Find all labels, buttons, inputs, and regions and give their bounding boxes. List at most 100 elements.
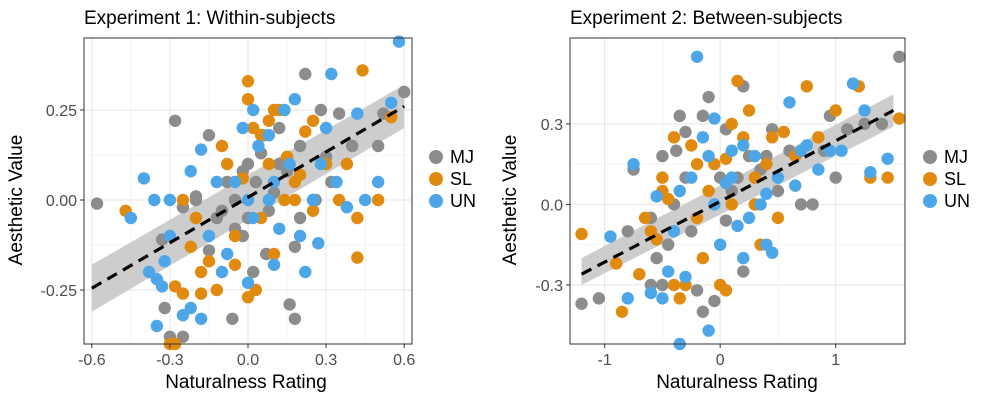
point-un <box>702 324 715 337</box>
point-mj <box>288 240 302 253</box>
point-mj <box>806 198 819 211</box>
point-mj <box>575 297 588 310</box>
point-mj <box>241 157 255 171</box>
point-un <box>241 276 255 289</box>
point-sl <box>202 255 216 268</box>
point-un <box>137 172 151 185</box>
point-un <box>371 175 385 189</box>
point-sl <box>673 292 686 305</box>
y-tick-label: 0.25 <box>46 103 77 120</box>
point-sl <box>228 229 242 243</box>
point-un <box>314 157 328 171</box>
point-un <box>124 211 138 225</box>
point-un <box>685 171 698 184</box>
point-mj <box>737 265 750 278</box>
point-un <box>236 121 249 135</box>
point-sl <box>777 125 790 139</box>
point-un <box>340 201 354 214</box>
legend-key-un <box>923 194 937 208</box>
x-tick-label: 0.6 <box>393 352 415 369</box>
point-mj <box>708 294 721 308</box>
point-un <box>247 211 260 225</box>
point-sl <box>650 233 663 246</box>
legend-label-un: UN <box>944 191 970 211</box>
x-tick-label: 1 <box>831 352 840 369</box>
point-mj <box>685 225 698 238</box>
point-un <box>679 270 692 284</box>
point-sl <box>176 287 190 300</box>
regression-line <box>91 105 405 290</box>
point-sl <box>194 265 208 279</box>
point-sl <box>656 171 669 184</box>
point-un <box>155 280 169 293</box>
point-mj <box>332 107 346 120</box>
point-un <box>696 131 710 144</box>
point-un <box>358 193 372 207</box>
point-sl <box>306 114 320 128</box>
point-mj <box>397 85 411 99</box>
point-mj <box>273 121 286 135</box>
point-mj <box>189 193 203 207</box>
y-axis-label-2: Aesthetic Value <box>500 135 521 266</box>
point-un <box>194 312 208 325</box>
point-un <box>725 144 738 157</box>
point-mj <box>202 129 216 142</box>
point-sl <box>241 75 255 88</box>
legend-key-sl <box>923 172 937 186</box>
point-un <box>760 238 773 251</box>
point-sl <box>725 198 738 211</box>
point-mj <box>293 139 307 153</box>
point-un <box>148 193 161 207</box>
point-mj <box>345 139 359 153</box>
point-un <box>858 104 871 117</box>
point-mj <box>90 197 104 210</box>
x-axis-label-1: Naturalness Rating <box>165 372 327 393</box>
point-mj <box>893 50 906 63</box>
point-mj <box>650 251 663 265</box>
point-un <box>325 67 338 81</box>
point-un <box>194 143 208 156</box>
chart-title-2: Experiment 2: Between-subjects <box>570 8 842 29</box>
point-un <box>621 292 634 305</box>
point-sl <box>615 305 629 318</box>
point-un <box>789 179 802 192</box>
regression-line <box>580 109 895 276</box>
point-sl <box>293 168 307 181</box>
point-sl <box>725 117 738 131</box>
point-un <box>202 229 216 243</box>
point-sl <box>189 211 203 225</box>
point-sl <box>702 184 715 198</box>
point-sl <box>881 171 894 184</box>
point-un <box>702 149 715 163</box>
point-mj <box>273 157 286 171</box>
point-un <box>312 237 325 250</box>
point-mj <box>696 305 710 318</box>
point-mj <box>299 67 312 81</box>
point-un <box>262 193 276 207</box>
plot-area-1: -0.6 -0.3 0.0 0.3 0.6 -0.25 0.00 0.25 <box>41 35 415 369</box>
chart-panel-1: Experiment 1: Within-subjects Aesthetic … <box>6 8 476 393</box>
y-tick-label: 0.00 <box>46 193 77 210</box>
point-sl <box>661 192 675 206</box>
point-sl <box>371 193 385 207</box>
point-mj <box>656 149 669 163</box>
point-un <box>293 229 307 243</box>
point-un <box>184 165 197 178</box>
point-un <box>319 121 333 135</box>
point-mj <box>794 198 808 211</box>
point-sl <box>638 211 652 225</box>
point-un <box>731 219 744 233</box>
x-tick-label: -0.3 <box>156 352 184 369</box>
point-sl <box>667 131 681 144</box>
x-axis-label-2: Naturalness Rating <box>656 372 818 393</box>
point-sl <box>299 125 312 138</box>
y-tick-label: 0.3 <box>541 117 563 134</box>
point-sl <box>633 268 646 281</box>
point-sl <box>829 104 842 117</box>
point-sl <box>696 251 710 265</box>
point-sl <box>288 193 302 207</box>
legend-label-un: UN <box>450 191 476 211</box>
point-mj <box>673 109 686 123</box>
